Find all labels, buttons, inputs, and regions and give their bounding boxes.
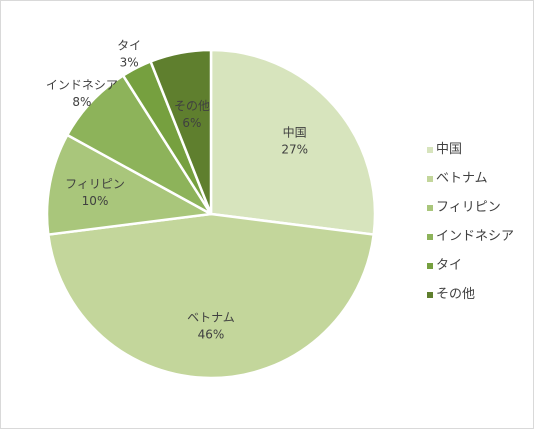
label-thailand: タイ 3% — [117, 38, 141, 69]
label-other-percent: 6% — [182, 116, 201, 130]
legend-swatch-china — [427, 146, 433, 153]
label-china: 中国 27% — [281, 124, 308, 156]
legend-item-vietnam: ベトナム — [427, 164, 531, 193]
label-indonesia: インドネシア 8% — [46, 78, 118, 109]
legend-item-china: 中国 — [427, 135, 531, 164]
slice-china — [209, 48, 377, 236]
legend-item-philippines: フィリピン — [427, 193, 531, 222]
label-china-percent: 27% — [281, 142, 308, 156]
label-other-name: その他 — [174, 99, 210, 113]
label-indonesia-percent: 8% — [72, 95, 91, 109]
label-vietnam-name: ベトナム — [187, 311, 235, 325]
label-philippines-name: フィリピン — [65, 177, 125, 191]
slice-philippines — [45, 133, 215, 236]
legend-label-china: 中国 — [436, 142, 463, 157]
legend-swatch-other — [427, 291, 433, 298]
label-vietnam-percent: 46% — [198, 328, 225, 342]
legend-item-thailand: タイ — [427, 251, 531, 280]
legend-item-other: その他 — [427, 280, 531, 309]
legend-swatch-thailand — [427, 262, 433, 269]
legend-label-other: その他 — [436, 287, 476, 302]
pie-data-labels: 中国 27% ベトナム 46% フィリピン 10% インドネシア 8% タイ 3% その他 6% — [46, 38, 308, 341]
legend-label-philippines: フィリピン — [436, 200, 501, 215]
legend-swatch-philippines — [427, 204, 433, 211]
label-indonesia-name: インドネシア — [46, 78, 118, 92]
label-china-name: 中国 — [283, 124, 307, 139]
label-other: その他 6% — [174, 99, 210, 130]
legend-label-indonesia: インドネシア — [436, 229, 515, 244]
label-thailand-name: タイ — [117, 38, 141, 52]
legend-swatch-vietnam — [427, 175, 433, 182]
slice-other — [149, 48, 213, 215]
legend-label-vietnam: ベトナム — [436, 171, 488, 186]
label-philippines: フィリピン 10% — [65, 177, 125, 208]
legend-swatch-indonesia — [427, 233, 433, 240]
chart-legend: 中国 ベトナム フィリピン インドネシア タイ その他 — [427, 135, 531, 309]
pie-slices — [45, 48, 377, 380]
label-vietnam: ベトナム 46% — [187, 311, 235, 342]
label-philippines-percent: 10% — [82, 194, 109, 208]
slice-vietnam — [46, 212, 376, 380]
legend-label-thailand: タイ — [436, 258, 463, 273]
legend-item-indonesia: インドネシア — [427, 222, 531, 251]
label-thailand-percent: 3% — [120, 55, 139, 69]
